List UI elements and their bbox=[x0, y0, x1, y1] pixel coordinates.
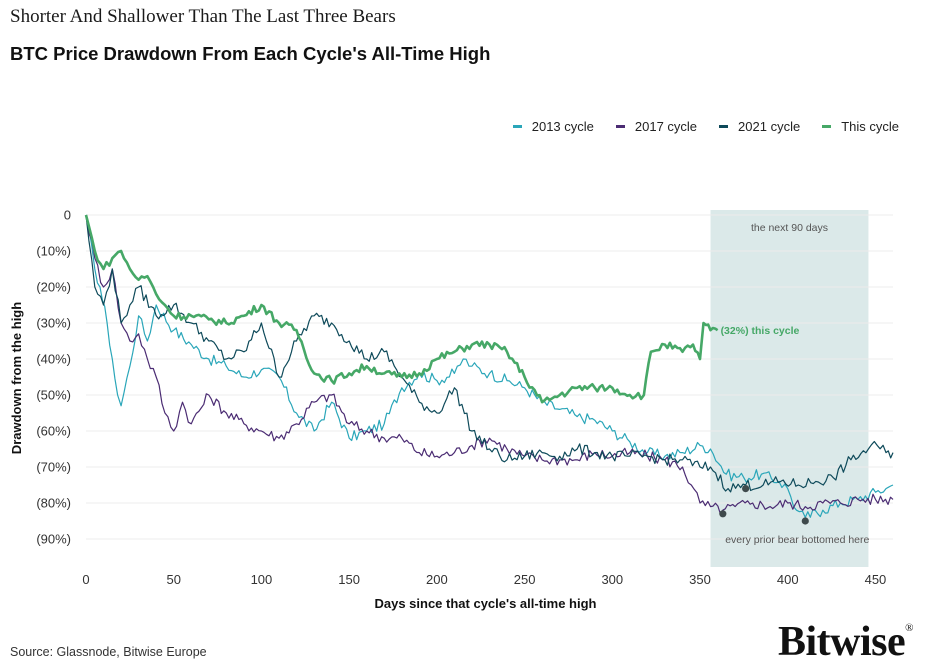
y-tick-label: (50%) bbox=[36, 388, 71, 403]
legend-item-this-cycle: This cycle bbox=[822, 119, 899, 134]
next-90-days-shade bbox=[710, 210, 869, 567]
bottom-marker bbox=[801, 517, 809, 525]
legend-swatch-2017 bbox=[615, 125, 625, 128]
legend-item-2017: 2017 cycle bbox=[615, 119, 698, 134]
y-tick-label: (10%) bbox=[36, 244, 71, 259]
series-line-2017-cycle bbox=[85, 214, 894, 515]
series-line-this-cycle bbox=[84, 214, 719, 404]
series-line-2021-cycle bbox=[85, 214, 894, 493]
x-tick-label: 200 bbox=[426, 572, 448, 587]
bottom-marker bbox=[719, 510, 727, 518]
y-tick-label: (90%) bbox=[36, 532, 71, 547]
legend-swatch-this-cycle bbox=[822, 125, 832, 128]
chart-kicker: Shorter And Shallower Than The Last Thre… bbox=[10, 6, 396, 27]
x-tick-label: 350 bbox=[689, 572, 711, 587]
legend-label-2013: 2013 cycle bbox=[531, 119, 594, 134]
x-tick-label: 50 bbox=[166, 572, 180, 587]
legend-swatch-2013 bbox=[512, 125, 522, 128]
y-tick-label: (80%) bbox=[36, 496, 71, 511]
legend-item-2021: 2021 cycle bbox=[719, 119, 800, 134]
x-tick-label: 150 bbox=[338, 572, 360, 587]
x-tick-label: 0 bbox=[82, 572, 89, 587]
y-tick-label: (30%) bbox=[36, 316, 71, 331]
y-tick-label: (40%) bbox=[36, 352, 71, 367]
legend-swatch-2021 bbox=[719, 125, 729, 128]
legend-label-this-cycle: This cycle bbox=[841, 119, 899, 134]
y-tick-label: 0 bbox=[64, 208, 71, 223]
series-line-2013-cycle bbox=[85, 214, 894, 519]
y-axis-title: Drawdown from the high bbox=[9, 302, 24, 454]
y-tick-label: (60%) bbox=[36, 424, 71, 439]
x-tick-label: 300 bbox=[601, 572, 623, 587]
source-note: Source: Glassnode, Bitwise Europe bbox=[10, 645, 207, 659]
brand-name: Bitwise bbox=[777, 619, 906, 665]
x-tick-label: 250 bbox=[514, 572, 536, 587]
legend-item-2013: 2013 cycle bbox=[512, 119, 594, 134]
x-tick-label: 450 bbox=[865, 572, 887, 587]
bottom-annotation: every prior bear bottomed here bbox=[725, 534, 869, 546]
chart-title: BTC Price Drawdown From Each Cycle's All… bbox=[10, 43, 491, 64]
y-tick-label: (70%) bbox=[36, 460, 71, 475]
this-cycle-annotation: (32%) this cycle bbox=[721, 325, 800, 337]
legend-label-2021: 2021 cycle bbox=[738, 119, 801, 134]
bitwise-logo: Bitwise® bbox=[777, 618, 914, 666]
chart-legend: 2013 cycle 2017 cycle 2021 cycle This cy… bbox=[512, 119, 899, 134]
registered-mark: ® bbox=[905, 622, 913, 634]
x-axis-title: Days since that cycle's all-time high bbox=[374, 596, 596, 611]
legend-label-2017: 2017 cycle bbox=[634, 119, 698, 134]
bottom-marker bbox=[742, 485, 750, 493]
shade-label: the next 90 days bbox=[751, 222, 828, 234]
y-tick-label: (20%) bbox=[36, 280, 71, 295]
x-tick-label: 100 bbox=[251, 572, 273, 587]
x-tick-label: 400 bbox=[777, 572, 799, 587]
